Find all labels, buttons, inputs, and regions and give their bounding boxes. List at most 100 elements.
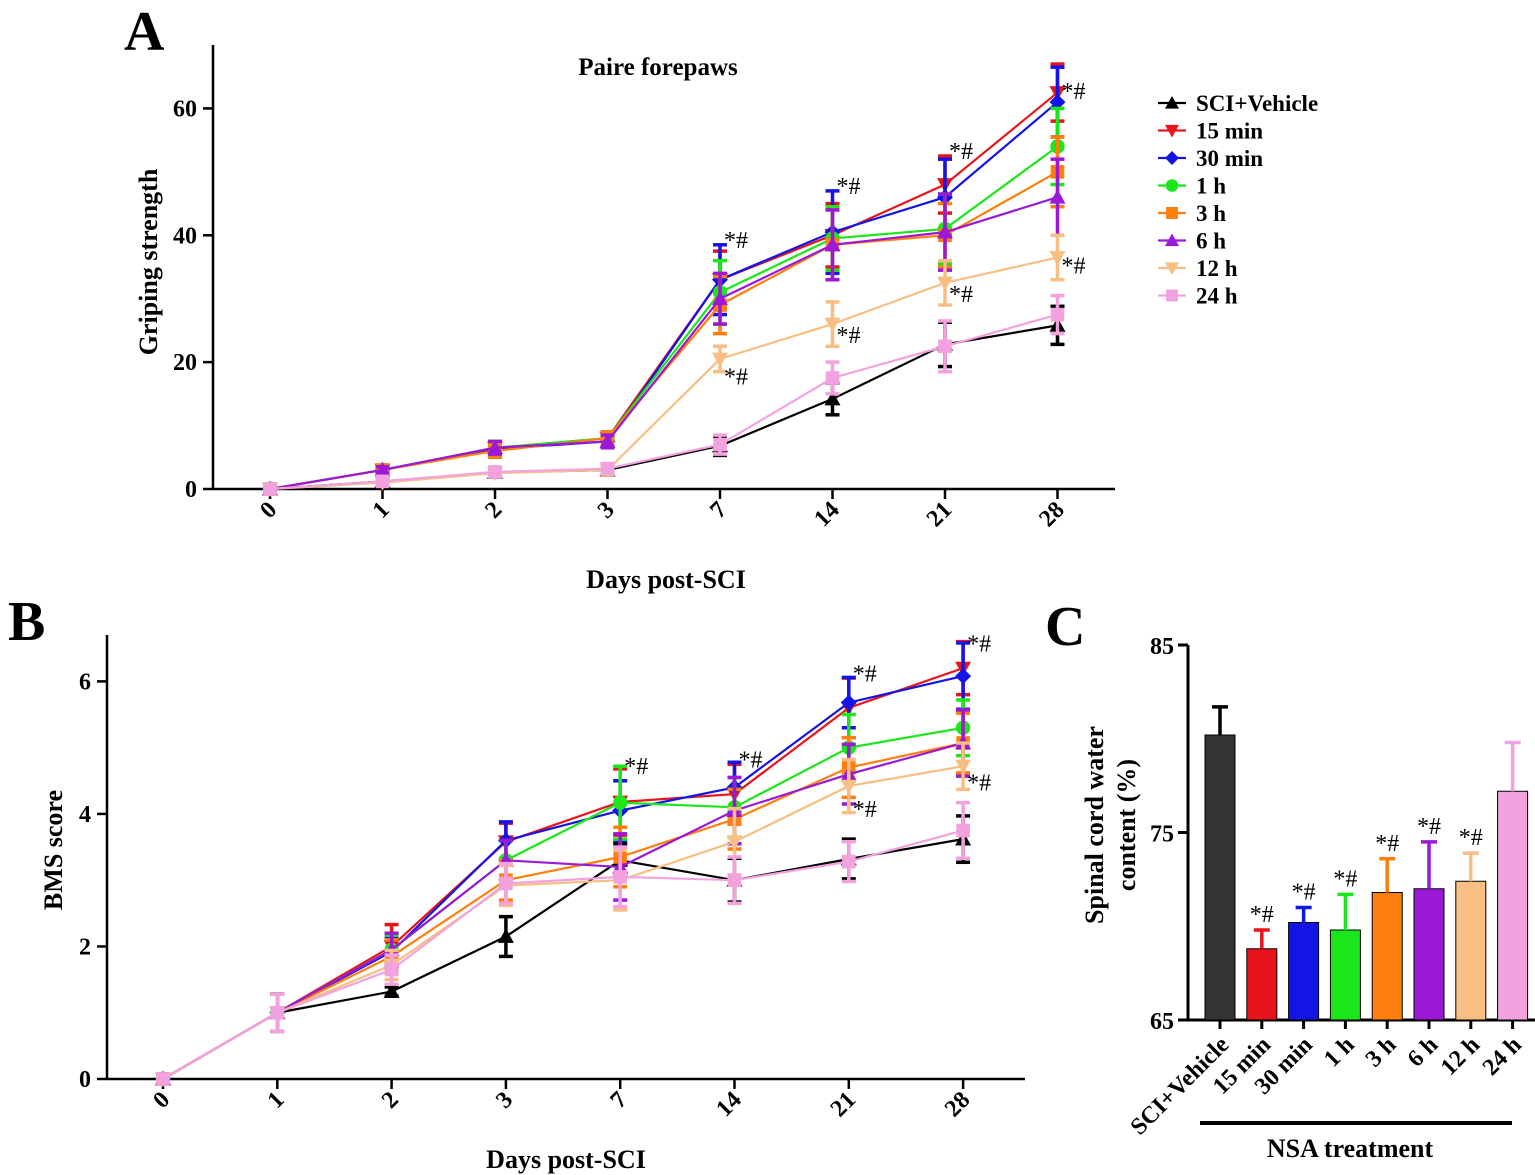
b-x-tick-label: 3 (491, 1087, 518, 1114)
panel-c-y-axis-title-line-2: content (%) (1112, 759, 1141, 891)
c-x-tick-label: 3 h (1361, 1032, 1402, 1073)
b-x-tick-label: 28 (940, 1087, 975, 1122)
data-point (1049, 251, 1066, 266)
data-point (938, 339, 952, 354)
b-y-tick-label: 2 (79, 934, 91, 960)
a-x-tick-label: 7 (705, 497, 732, 524)
panel-b-chart: 0 2 4 6 0 1 2 3 7 14 21 28 *# *# *# *# *# *# Days post-S… (39, 632, 1025, 1174)
legend-item: 30 min (1158, 146, 1263, 171)
series-line (162, 741, 964, 1080)
a-y-tick-label: 0 (185, 477, 197, 503)
panel-a-series (262, 62, 1066, 497)
data-point (374, 461, 391, 477)
data-point (599, 433, 616, 448)
legend-label: 6 h (1196, 229, 1226, 254)
c-y-tick-label: 65 (1150, 1009, 1174, 1035)
a-x-tick-label: 3 (593, 497, 620, 524)
legend-marker (1165, 233, 1179, 247)
panel-a-annotations: *# *# *# *# *# *# *# *# (724, 79, 1086, 390)
panel-a-x-axis-title: Days post-SCI (586, 565, 746, 594)
data-point (1049, 189, 1066, 204)
data-point (713, 437, 727, 452)
c-significance-mark: *# (1417, 814, 1441, 840)
legend-marker (1165, 151, 1179, 165)
data-point (600, 461, 615, 476)
data-point (937, 224, 953, 239)
data-point (270, 1005, 285, 1020)
a-x-tick-label: 14 (809, 497, 844, 532)
panel-label-b: B (8, 591, 45, 653)
data-point (263, 482, 277, 496)
b-x-tick-label: 7 (606, 1087, 633, 1114)
data-point (487, 439, 503, 455)
series-line (269, 170, 1059, 491)
b-series-24-h (156, 800, 971, 1086)
legend-item: 6 h (1158, 229, 1226, 254)
data-point (937, 276, 953, 291)
legend-label: SCI+Vehicle (1196, 91, 1318, 116)
legend-item: 15 min (1158, 119, 1263, 144)
data-point (824, 390, 841, 406)
data-point (497, 928, 514, 943)
b-x-tick-label: 1 (263, 1087, 290, 1114)
a-significance-mark: *# (1062, 79, 1086, 105)
a-x-tick-label: 21 (922, 497, 957, 532)
b-series-12-h (155, 741, 972, 1087)
data-point (842, 854, 856, 869)
panel-label-c: C (1045, 596, 1085, 658)
data-point (956, 823, 970, 838)
legend-item: 12 h (1158, 256, 1238, 281)
b-y-tick-label: 6 (79, 669, 91, 695)
a-significance-mark: *# (949, 282, 973, 308)
data-point (712, 290, 728, 306)
data-point (375, 474, 390, 489)
legend-label: 30 min (1196, 146, 1263, 171)
b-x-tick-label: 14 (711, 1087, 746, 1122)
data-point (1050, 307, 1065, 322)
a-significance-mark: *# (724, 364, 748, 390)
legend-marker (1166, 289, 1178, 302)
b-x-tick-label: 2 (377, 1087, 404, 1114)
legend-marker (1166, 207, 1178, 219)
b-significance-mark: *# (967, 771, 991, 797)
series-line (269, 91, 1059, 491)
b-significance-mark: *# (624, 754, 648, 780)
b-significance-mark: *# (853, 661, 877, 687)
legend-item: 3 h (1158, 201, 1226, 226)
bar-12-h: *# (1455, 825, 1487, 1021)
panel-b-y-axis-title: BMS score (39, 790, 68, 910)
panel-a-title: Paire forepaws (578, 54, 738, 81)
bar (1497, 790, 1529, 1021)
legend-label: 1 h (1196, 174, 1226, 199)
a-x-tick-label: 28 (1034, 497, 1069, 532)
data-point (840, 694, 857, 711)
bar-30-min: *# (1288, 880, 1320, 1021)
c-y-tick-label: 85 (1150, 634, 1174, 660)
data-point (613, 870, 627, 884)
legend-marker (1165, 262, 1179, 275)
bar-15-min: *# (1246, 902, 1278, 1021)
bar (1371, 892, 1403, 1021)
a-y-tick-label: 40 (173, 223, 197, 249)
a-significance-mark: *# (949, 139, 973, 165)
c-significance-mark: *# (1292, 880, 1316, 906)
c-x-tick-label: 24 h (1478, 1032, 1527, 1081)
a-series-6-h (262, 157, 1066, 496)
bar (1413, 888, 1445, 1021)
b-y-tick-label: 0 (79, 1067, 91, 1093)
a-x-tick-label: 0 (255, 497, 282, 524)
legend-label: 15 min (1196, 119, 1263, 144)
data-point (955, 668, 972, 685)
data-point (156, 1072, 170, 1086)
legend-label: 12 h (1196, 256, 1238, 281)
a-significance-mark: *# (837, 174, 861, 200)
bar (1455, 880, 1487, 1021)
c-x-tick-label: 1 h (1319, 1032, 1360, 1073)
a-y-tick-label: 20 (173, 350, 197, 376)
panel-b-annotations: *# *# *# *# *# *# (624, 632, 991, 824)
data-point (825, 371, 840, 385)
bar-1-h: *# (1329, 866, 1361, 1021)
a-significance-mark: *# (724, 228, 748, 254)
